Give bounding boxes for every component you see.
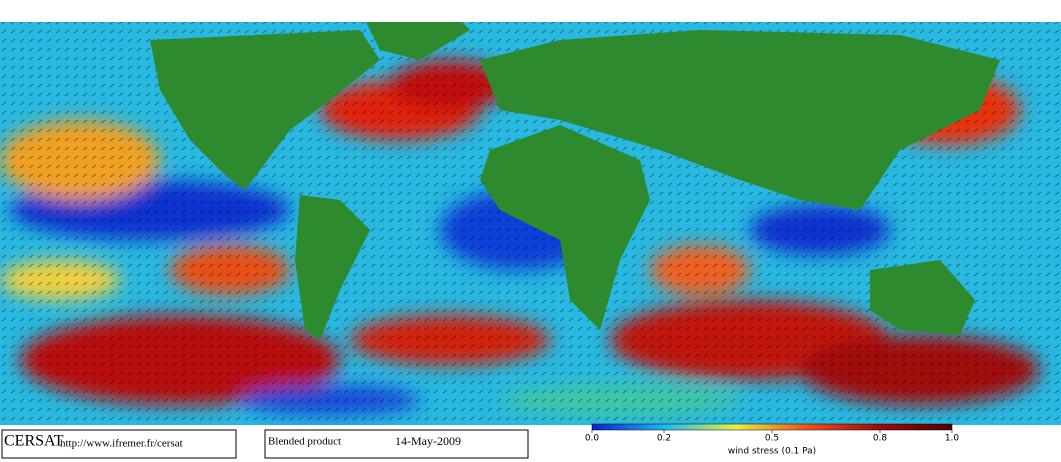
colorbar-label: wind stress (0.1 Pa) — [728, 447, 816, 457]
top-margin — [0, 0, 1061, 22]
colorbar-tick-label: 1.0 — [945, 434, 960, 444]
product-box — [264, 429, 529, 459]
colorbar-tick-label: 0.2 — [657, 434, 671, 444]
colorbar-tick-label: 0.0 — [585, 434, 600, 444]
date: 14-May-2009 — [395, 434, 461, 448]
colorbar-tick-label: 0.8 — [873, 434, 888, 444]
url: http://www.ifremer.fr/cersat — [60, 438, 183, 450]
product: Blended product — [268, 436, 341, 448]
colorbar-tick-label: 0.5 — [765, 434, 779, 444]
logo: CERSAT — [4, 433, 64, 450]
colorbar — [591, 423, 953, 431]
logo-box — [1, 429, 237, 459]
continents — [150, 0, 1000, 340]
